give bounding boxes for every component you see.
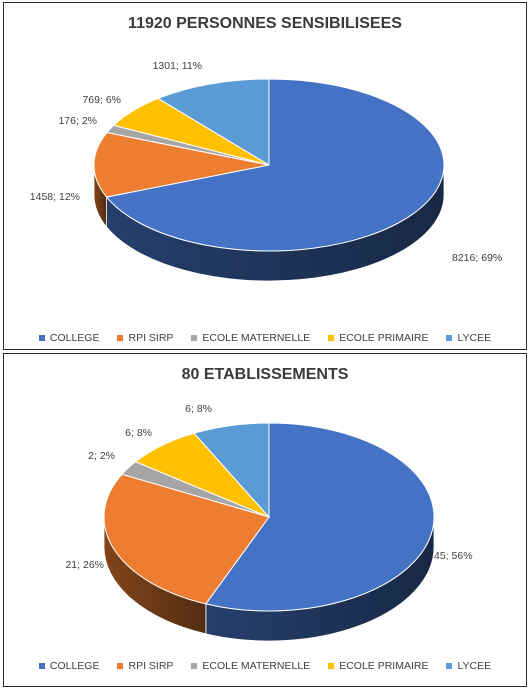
data-label: 769; 6% xyxy=(82,94,121,106)
legend-item: ECOLE MATERNELLE xyxy=(191,660,310,672)
legend-item: LYCEE xyxy=(446,332,491,344)
legend-item: ECOLE MATERNELLE xyxy=(191,332,310,344)
chart-title: 11920 PERSONNES SENSIBILISEES xyxy=(128,15,402,32)
chart-legend: COLLEGE RPI SIRP ECOLE MATERNELLE ECOLE PRI… xyxy=(4,660,526,672)
legend-swatch xyxy=(328,335,335,341)
data-label: 8216; 69% xyxy=(452,252,502,264)
data-label: 176; 2% xyxy=(58,115,97,127)
legend-swatch xyxy=(191,663,198,669)
chart-panel-people: 11920 PERSONNES SENSIBILISEES 8216; 69% 1… xyxy=(3,2,527,350)
legend-label: ECOLE PRIMAIRE xyxy=(339,660,429,672)
legend-swatch xyxy=(117,335,124,341)
legend-item: RPI SIRP xyxy=(117,332,173,344)
chart-title: 80 ETABLISSEMENTS xyxy=(181,366,349,383)
legend-label: ECOLE MATERNELLE xyxy=(202,332,311,344)
legend-label: ECOLE MATERNELLE xyxy=(202,660,311,672)
data-label: 1458; 12% xyxy=(30,191,80,203)
data-label: 6; 8% xyxy=(185,403,212,415)
legend-label: LYCEE xyxy=(457,332,492,344)
pie-slice-lycee xyxy=(157,78,270,166)
legend-swatch xyxy=(446,663,453,669)
legend-swatch xyxy=(446,335,453,341)
legend-label: LYCEE xyxy=(457,660,492,672)
data-label: 6; 8% xyxy=(125,427,152,439)
pie-slice-rpi-sirp xyxy=(103,473,270,605)
legend-item: LYCEE xyxy=(446,660,491,672)
legend-swatch xyxy=(38,335,45,341)
legend-label: ECOLE PRIMAIRE xyxy=(339,332,429,344)
legend-label: RPI SIRP xyxy=(128,660,174,672)
pie-slice-rpi-sirp xyxy=(93,132,270,198)
pie-slice-college xyxy=(105,78,445,252)
pie-slice-lycee xyxy=(193,422,270,519)
legend-label: COLLEGE xyxy=(49,660,100,672)
data-label: 45; 56% xyxy=(434,550,473,562)
legend-label: RPI SIRP xyxy=(128,332,174,344)
legend-item: COLLEGE xyxy=(38,332,100,344)
legend-item: COLLEGE xyxy=(38,660,100,672)
pie-chart-establishments: 45; 56% 21; 26% 2; 2% 6; 8% 6; 8% xyxy=(65,403,473,642)
legend-swatch xyxy=(38,663,45,669)
data-label: 2; 2% xyxy=(88,450,115,462)
legend-swatch xyxy=(328,663,335,669)
pie-slice-college xyxy=(205,422,435,612)
chart-panel-establishments: 80 ETABLISSEMENTS 45; 56% 21; 26% 2; 2% 6; … xyxy=(3,353,527,687)
legend-swatch xyxy=(191,335,198,341)
legend-item: RPI SIRP xyxy=(117,660,173,672)
legend-item: ECOLE PRIMAIRE xyxy=(328,332,428,344)
pie-chart-people: 8216; 69% 1458; 12% 176; 2% 769; 6% 1301; 11… xyxy=(30,60,502,282)
legend-swatch xyxy=(117,663,124,669)
data-label: 21; 26% xyxy=(65,559,104,571)
data-label: 1301; 11% xyxy=(153,60,202,72)
chart-legend: COLLEGE RPI SIRP ECOLE MATERNELLE ECOLE PRI… xyxy=(4,332,526,344)
legend-label: COLLEGE xyxy=(49,332,100,344)
legend-item: ECOLE PRIMAIRE xyxy=(328,660,428,672)
